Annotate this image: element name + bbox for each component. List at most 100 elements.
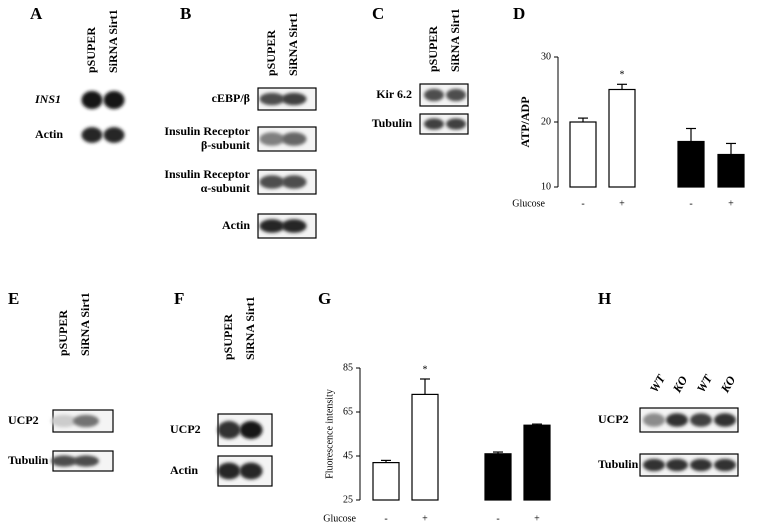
blot-band (446, 88, 466, 102)
x-tick-label: - (689, 198, 692, 209)
blot-band (217, 421, 241, 439)
row-label: cEBP/β (212, 91, 250, 105)
blot-band (73, 414, 99, 428)
x-tick-label: - (384, 513, 387, 524)
annotation: * (423, 364, 428, 375)
blot-band (424, 88, 444, 102)
x-tick-label: + (534, 513, 540, 524)
lane-label: KO (669, 373, 690, 396)
panel-letter: D (513, 4, 525, 23)
blot-band (281, 132, 307, 146)
lane-label: pSUPER (426, 26, 440, 72)
x-tick-label: + (619, 198, 625, 209)
y-tick-label: 45 (343, 450, 353, 461)
lane-label: KO (717, 373, 738, 396)
blot-band (217, 462, 241, 480)
blot-box (639, 453, 739, 477)
panel-letter: C (372, 4, 384, 23)
row-label: Insulin Receptor (164, 167, 250, 181)
blot-band (666, 413, 688, 427)
blot-band (259, 219, 285, 233)
blot-band (424, 118, 444, 130)
row-label: UCP2 (598, 412, 629, 426)
lane-label: SiRNA Sirt1 (286, 12, 300, 76)
blot-band (714, 458, 736, 472)
lane-label: pSUPER (56, 310, 70, 356)
bar (717, 153, 745, 188)
row-label: UCP2 (170, 422, 201, 436)
blot-band (281, 92, 307, 106)
row-label: β-subunit (201, 138, 250, 152)
panel-letter: F (174, 289, 184, 308)
bar (484, 453, 512, 501)
blot-band (51, 414, 77, 428)
bar (411, 393, 439, 501)
lane-label: SiRNA Sirt1 (106, 9, 120, 73)
blot-band (643, 458, 665, 472)
blot-band (81, 91, 103, 109)
x-tick-label: - (581, 198, 584, 209)
blot-band (103, 127, 125, 143)
lane-label: SiRNA Sirt1 (243, 296, 257, 360)
x-tick-label: + (422, 513, 428, 524)
bar (372, 462, 400, 501)
blot-band (259, 92, 285, 106)
blot-band (81, 127, 103, 143)
y-axis-label: Fluorescence intensity (324, 389, 335, 479)
blot-band (446, 118, 466, 130)
lane-label: pSUPER (264, 30, 278, 76)
y-tick-label: 25 (343, 494, 353, 505)
blot-band (239, 462, 263, 480)
panel-letter: G (318, 289, 331, 308)
lane-label: WT (647, 372, 668, 395)
bar (677, 140, 705, 188)
panel-letter: A (30, 4, 43, 23)
blot-band (239, 421, 263, 439)
blot-band (666, 458, 688, 472)
lane-label: pSUPER (221, 314, 235, 360)
row-label: Tubulin (598, 457, 639, 471)
row-label: Actin (35, 127, 63, 141)
row-label: INS1 (34, 92, 61, 106)
lane-label: pSUPER (84, 27, 98, 73)
blot-band (51, 455, 77, 467)
blot-band (690, 413, 712, 427)
blot-band (643, 413, 665, 427)
row-label: Tubulin (372, 116, 413, 130)
x-axis-label: Glucose (323, 513, 356, 524)
row-label: Insulin Receptor (164, 124, 250, 138)
blot-band (281, 175, 307, 189)
blot-band (259, 175, 285, 189)
panel-letter: B (180, 4, 191, 23)
lane-label: SiRNA Sirt1 (448, 8, 462, 72)
x-tick-label: + (728, 198, 734, 209)
blot-band (259, 132, 285, 146)
y-tick-label: 10 (541, 181, 551, 192)
row-label: UCP2 (8, 413, 39, 427)
blot-band (714, 413, 736, 427)
lane-label: WT (694, 372, 715, 395)
panel-letter: H (598, 289, 611, 308)
blot-band (281, 219, 307, 233)
annotation: * (620, 70, 625, 81)
blot-band (690, 458, 712, 472)
row-label: Kir 6.2 (376, 87, 412, 101)
bar (569, 121, 597, 188)
panel-letter: E (8, 289, 19, 308)
bar (608, 88, 636, 188)
x-tick-label: - (496, 513, 499, 524)
blot-band (103, 91, 125, 109)
row-label: Tubulin (8, 453, 49, 467)
y-tick-label: 65 (343, 406, 353, 417)
lane-label: SiRNA Sirt1 (78, 292, 92, 356)
row-label: Actin (170, 463, 198, 477)
row-label: Actin (222, 218, 250, 232)
y-tick-label: 20 (541, 116, 551, 127)
y-tick-label: 30 (541, 51, 551, 62)
bar (523, 424, 551, 501)
y-tick-label: 85 (343, 362, 353, 373)
x-axis-label: Glucose (512, 198, 545, 209)
y-axis-label: ATP/ADP (518, 96, 532, 147)
blot-band (73, 455, 99, 467)
